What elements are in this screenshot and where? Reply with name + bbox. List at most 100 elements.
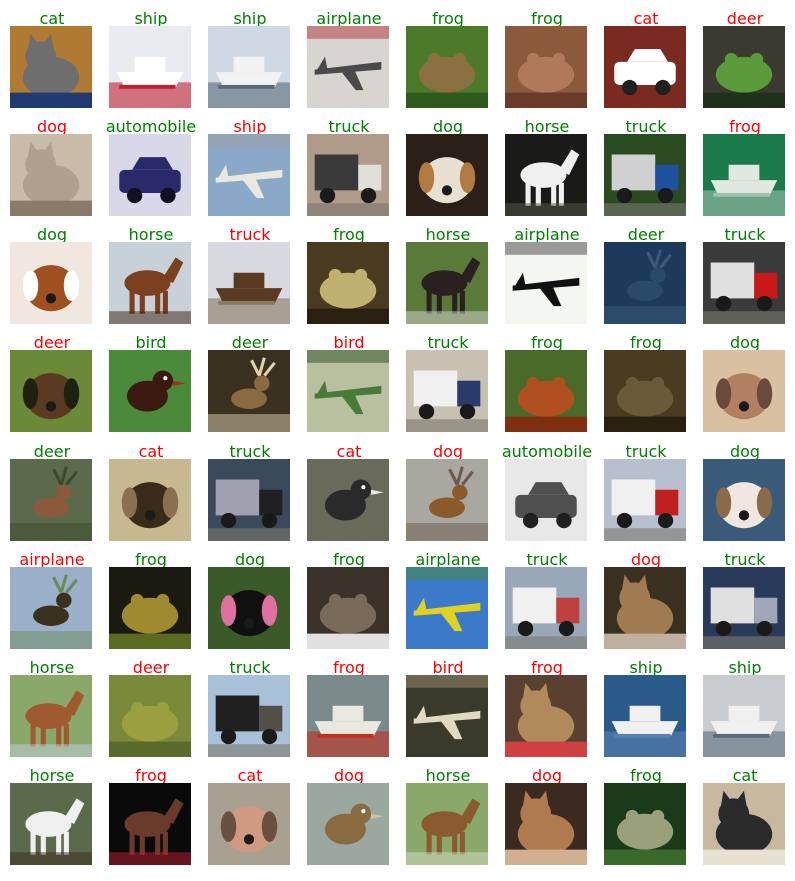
- thumbnail-truck: [604, 459, 686, 541]
- bird-image: [307, 783, 389, 865]
- image-cell: dog: [307, 759, 391, 865]
- image-cell: truck: [208, 651, 292, 757]
- deer-image: [10, 459, 92, 541]
- image-cell: cat: [109, 435, 193, 541]
- image-cell: frog: [307, 651, 391, 757]
- image-cell: truck: [208, 435, 292, 541]
- predicted-label: truck: [724, 225, 766, 244]
- image-cell: bird: [109, 326, 193, 432]
- deer-image: [604, 242, 686, 324]
- dog-image: [703, 459, 785, 541]
- predicted-label: truck: [229, 442, 271, 461]
- predicted-label: frog: [531, 333, 563, 352]
- predicted-label: bird: [333, 333, 365, 352]
- frog-image: [505, 26, 587, 108]
- image-cell: cat: [604, 2, 688, 108]
- image-cell: truck: [505, 543, 589, 649]
- predicted-label: airplane: [19, 550, 85, 569]
- ship-image: [109, 26, 191, 108]
- ship-image: [703, 134, 785, 216]
- image-cell: truck: [208, 218, 292, 324]
- predicted-label: ship: [233, 9, 267, 28]
- predicted-label: deer: [726, 9, 764, 28]
- image-cell: airplane: [10, 543, 94, 649]
- predicted-label: cat: [633, 9, 659, 28]
- image-cell: deer: [10, 326, 94, 432]
- predicted-label: horse: [29, 766, 75, 785]
- thumbnail-dog: [406, 134, 488, 216]
- airplane-image: [307, 26, 389, 108]
- thumbnail-frog: [604, 350, 686, 432]
- predicted-label: automobile: [501, 442, 593, 461]
- deer-image: [406, 459, 488, 541]
- image-cell: frog: [109, 759, 193, 865]
- ship-image: [703, 675, 785, 757]
- thumbnail-horse: [406, 783, 488, 865]
- image-cell: frog: [604, 759, 688, 865]
- thumbnail-cat: [505, 675, 587, 757]
- frog-image: [307, 567, 389, 649]
- ship-image: [208, 242, 290, 324]
- predicted-label: bird: [135, 333, 167, 352]
- frog-image: [406, 26, 488, 108]
- ship-image: [307, 675, 389, 757]
- thumbnail-deer: [406, 459, 488, 541]
- thumbnail-cat: [10, 134, 92, 216]
- truck-image: [208, 459, 290, 541]
- truck-image: [604, 459, 686, 541]
- truck-image: [604, 134, 686, 216]
- thumbnail-truck: [703, 242, 785, 324]
- dog-image: [406, 134, 488, 216]
- thumbnail-deer: [10, 567, 92, 649]
- frog-image: [109, 675, 191, 757]
- predicted-label: deer: [33, 442, 71, 461]
- horse-image: [10, 783, 92, 865]
- image-cell: bird: [406, 651, 490, 757]
- image-cell: frog: [406, 2, 490, 108]
- image-cell: frog: [109, 543, 193, 649]
- truck-image: [406, 350, 488, 432]
- image-cell: frog: [505, 651, 589, 757]
- horse-image: [406, 783, 488, 865]
- image-cell: horse: [10, 759, 94, 865]
- thumbnail-frog: [505, 26, 587, 108]
- thumbnail-dog: [10, 242, 92, 324]
- thumbnail-truck: [406, 350, 488, 432]
- predicted-label: truck: [328, 117, 370, 136]
- predicted-label: deer: [231, 333, 269, 352]
- predicted-label: dog: [333, 766, 365, 785]
- thumbnail-dog: [10, 350, 92, 432]
- thumbnail-airplane: [307, 26, 389, 108]
- thumbnail-horse: [505, 134, 587, 216]
- horse-image: [109, 783, 191, 865]
- thumbnail-bird: [109, 350, 191, 432]
- image-cell: frog: [505, 2, 589, 108]
- thumbnail-horse: [109, 242, 191, 324]
- predicted-label: horse: [29, 658, 75, 677]
- thumbnail-airplane: [406, 567, 488, 649]
- cat-image: [604, 567, 686, 649]
- predicted-label: ship: [629, 658, 663, 677]
- thumbnail-dog: [208, 567, 290, 649]
- predicted-label: horse: [425, 225, 471, 244]
- frog-image: [505, 350, 587, 432]
- predicted-label: horse: [425, 766, 471, 785]
- truck-image: [703, 567, 785, 649]
- predicted-label: frog: [630, 333, 662, 352]
- image-cell: truck: [307, 110, 391, 216]
- ship-image: [604, 675, 686, 757]
- image-cell: dog: [208, 543, 292, 649]
- predicted-label: cat: [237, 766, 263, 785]
- image-cell: cat: [307, 435, 391, 541]
- predicted-label: dog: [729, 333, 761, 352]
- predicted-label: deer: [132, 658, 170, 677]
- thumbnail-cat: [604, 567, 686, 649]
- predicted-label: horse: [524, 117, 570, 136]
- image-cell: frog: [703, 110, 787, 216]
- predicted-label: cat: [732, 766, 758, 785]
- predicted-label: frog: [135, 766, 167, 785]
- predicted-label: deer: [627, 225, 665, 244]
- image-cell: cat: [703, 759, 787, 865]
- thumbnail-frog: [307, 567, 389, 649]
